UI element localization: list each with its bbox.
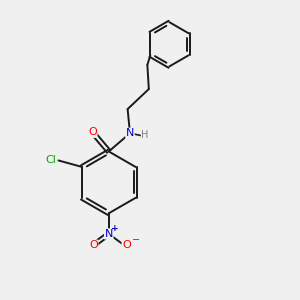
Text: O: O — [88, 127, 97, 137]
Text: O: O — [89, 240, 98, 250]
Text: H: H — [141, 130, 149, 140]
Text: O: O — [122, 240, 131, 250]
Text: Cl: Cl — [46, 155, 56, 166]
Text: N: N — [126, 128, 134, 138]
Text: +: + — [111, 224, 118, 232]
Text: N: N — [105, 229, 113, 239]
Text: −: − — [132, 235, 140, 245]
